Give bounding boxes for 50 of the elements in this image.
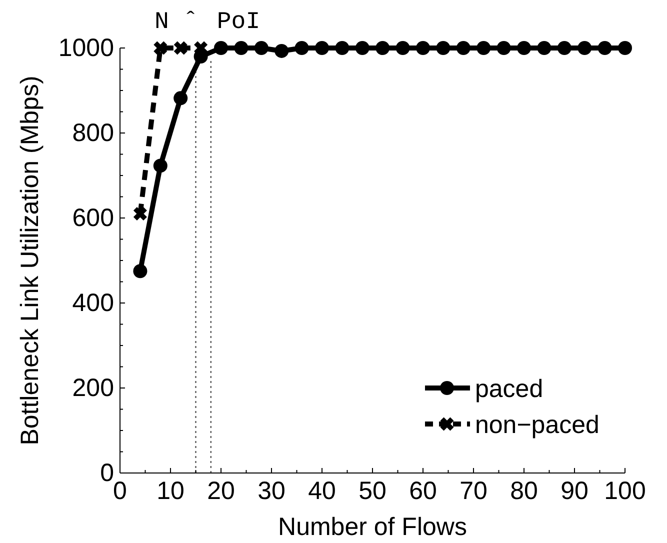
y-tick-label: 1000 <box>58 34 114 62</box>
point <box>618 41 632 55</box>
point <box>153 158 168 173</box>
point <box>416 41 430 55</box>
point <box>234 41 248 55</box>
legend-label: non−paced <box>475 411 600 439</box>
x-tick-label: 20 <box>207 476 235 505</box>
x-tick-label: 30 <box>258 476 286 505</box>
x-tick-label: 100 <box>604 476 646 505</box>
point <box>335 41 350 55</box>
ref-line-label: PoI <box>216 9 260 36</box>
point <box>598 41 612 55</box>
point <box>578 41 592 55</box>
point <box>152 40 168 56</box>
point <box>496 41 511 55</box>
y-tick-label: 200 <box>72 374 114 402</box>
point <box>436 41 450 55</box>
ref-line-label: N ˆ <box>154 9 198 36</box>
point <box>456 41 470 55</box>
point <box>376 41 390 55</box>
point <box>355 41 370 55</box>
x-tick-label: 50 <box>358 476 386 505</box>
legend-label: paced <box>475 375 544 403</box>
point <box>537 41 552 55</box>
point <box>396 41 410 55</box>
x-tick-label: 60 <box>409 476 437 505</box>
point <box>315 41 329 55</box>
x-tick-label: 90 <box>560 476 588 505</box>
point <box>194 50 208 64</box>
point <box>476 41 491 55</box>
x-tick-label: 40 <box>308 476 336 505</box>
point <box>173 40 188 56</box>
y-tick-label: 600 <box>72 204 114 232</box>
point <box>132 206 148 222</box>
x-tick-label: 10 <box>156 476 184 505</box>
point <box>294 41 309 55</box>
y-tick-label: 0 <box>100 459 114 487</box>
x-tick-label: 80 <box>510 476 538 505</box>
point <box>517 41 531 55</box>
y-axis-title: Bottleneck Link Utilization (Mbps) <box>16 76 44 446</box>
x-axis-title: Number of Flows <box>278 513 467 541</box>
point <box>133 264 148 278</box>
point <box>254 41 268 55</box>
point <box>557 41 572 55</box>
y-tick-label: 400 <box>72 289 114 317</box>
point <box>274 44 289 58</box>
x-tick-label: 70 <box>460 476 488 505</box>
point <box>174 91 188 106</box>
y-tick-label: 800 <box>72 119 114 147</box>
point <box>214 41 228 55</box>
